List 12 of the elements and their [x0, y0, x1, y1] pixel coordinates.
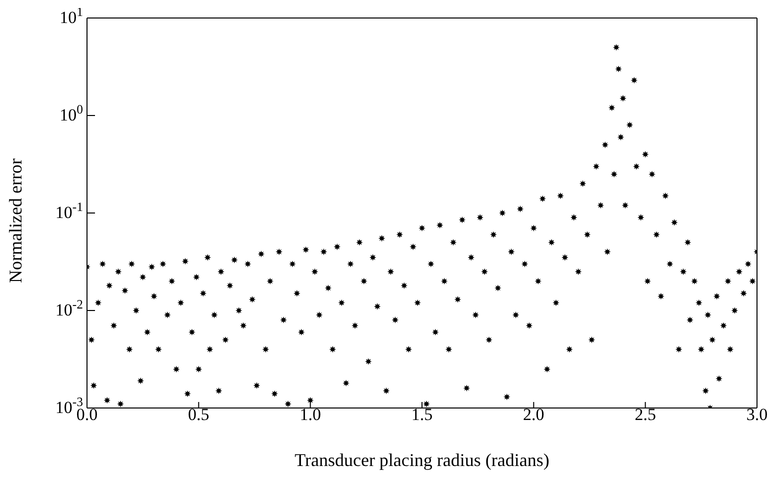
y-tick-label: 10$^{-1}$: [55, 200, 83, 222]
x-tick-label: 0.0: [76, 405, 98, 424]
y-tick-label: 10$^{-2}$: [55, 298, 83, 320]
x-tick-label: 3.0: [746, 405, 768, 424]
y-axis-title: Normalized error: [5, 158, 26, 283]
x-tick-label: 1.0: [300, 405, 321, 424]
x-tick-label: 2.5: [634, 405, 656, 424]
x-tick-label: 0.5: [188, 405, 210, 424]
x-axis-title: Transducer placing radius (radians): [294, 450, 550, 470]
y-tick-label: 10$^{0}$: [60, 102, 83, 124]
x-tick-label: 2.0: [523, 405, 544, 424]
x-tick-label: 1.5: [411, 405, 433, 424]
